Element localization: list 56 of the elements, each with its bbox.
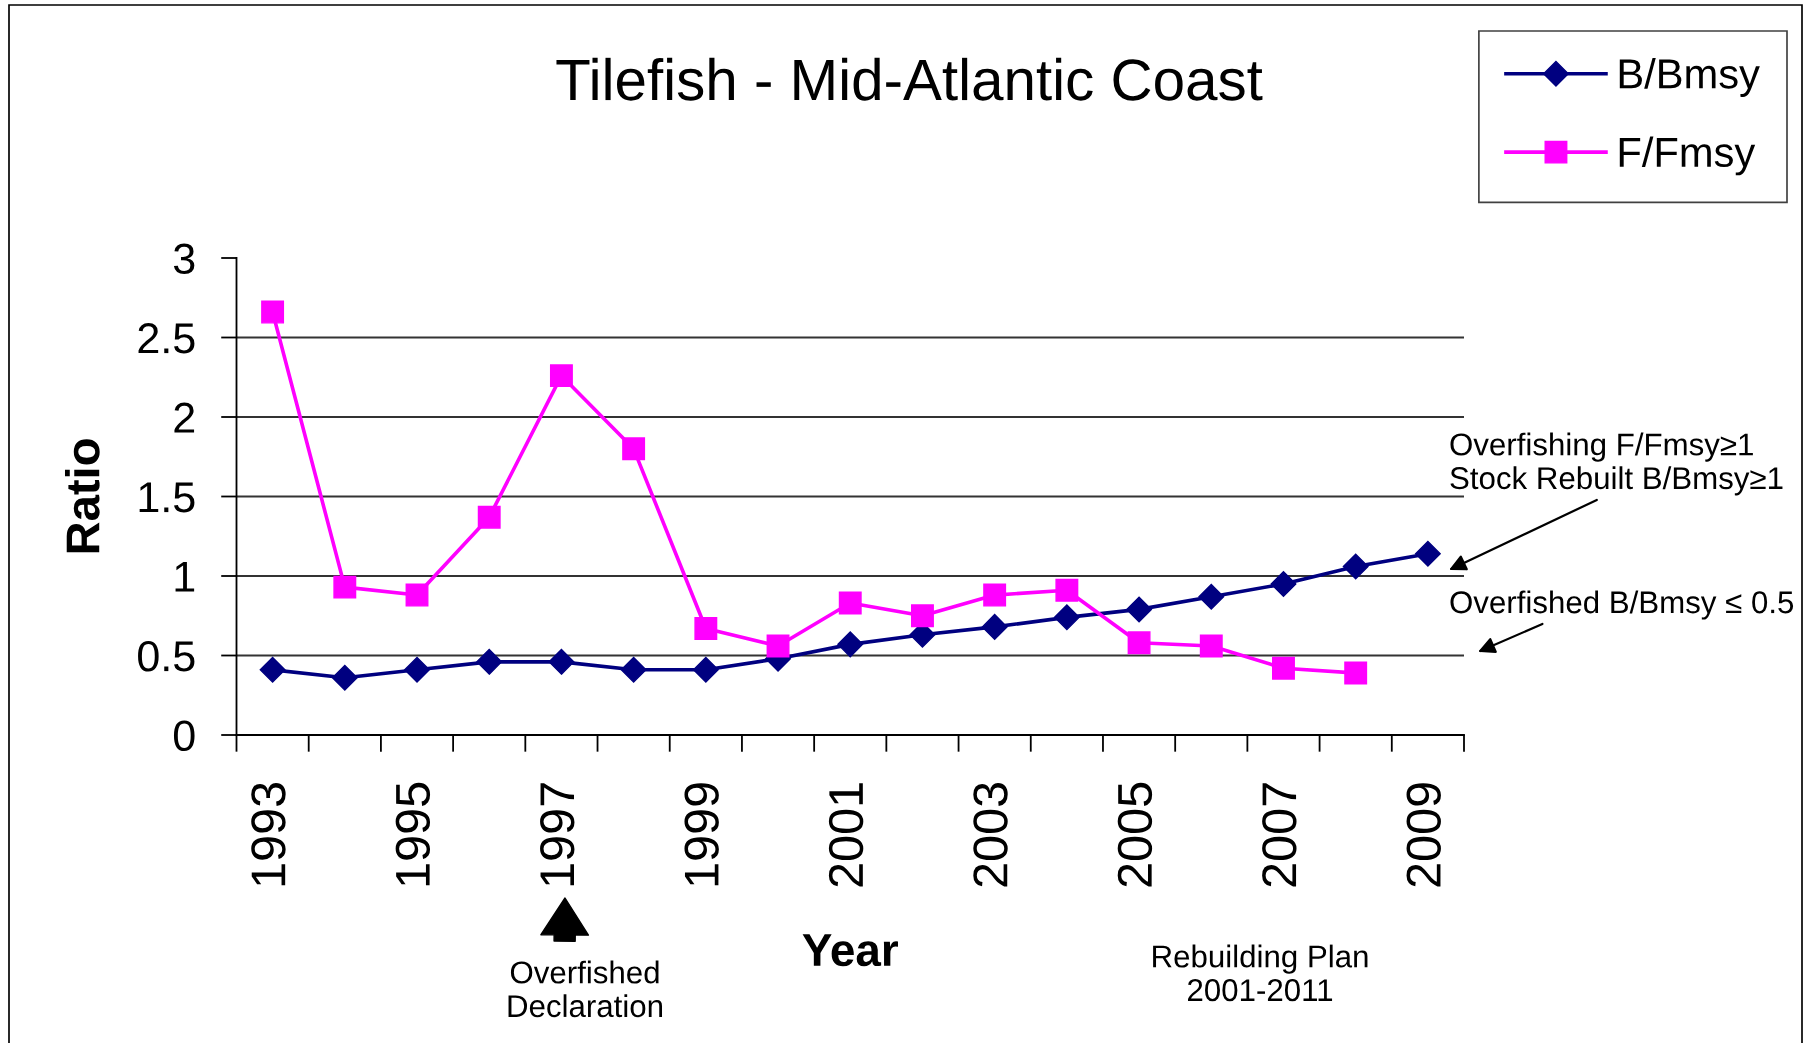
x-tick-label: 1997 <box>540 783 575 886</box>
x-tick-label: 2007 <box>1262 783 1297 887</box>
point <box>1414 540 1441 567</box>
point <box>766 634 790 658</box>
x-tick-label: 1995 <box>395 782 431 886</box>
point <box>477 505 501 529</box>
y-axis-title: Ratio <box>64 439 100 553</box>
point <box>1126 596 1153 623</box>
point <box>837 631 864 658</box>
point <box>1270 570 1297 597</box>
point <box>1053 604 1080 631</box>
point <box>259 656 286 683</box>
text: Rebuilding Plan 2001-2011 <box>1153 944 1368 1002</box>
x-tick-label: 2003 <box>973 782 1008 887</box>
point <box>983 583 1007 607</box>
point <box>549 364 573 388</box>
text: Overfished Declaration <box>508 960 663 1018</box>
point <box>1055 578 1079 602</box>
chart-title: Tilefish - Mid-Atlantic Coast <box>556 57 1263 101</box>
point <box>405 583 429 607</box>
x-axis-title: Year <box>802 934 898 967</box>
y-tick-label: 1 <box>175 561 195 592</box>
point <box>1344 661 1368 685</box>
y-tick-label: 0.5 <box>138 641 195 672</box>
y-tick-label: 2.5 <box>138 323 195 354</box>
point <box>261 300 285 324</box>
point <box>692 656 719 683</box>
point <box>981 613 1008 640</box>
point <box>1198 583 1225 610</box>
point <box>1199 634 1223 658</box>
y-tick-label: 0 <box>173 720 195 752</box>
x-tick-label: 1999 <box>684 783 719 886</box>
point <box>404 656 430 683</box>
y-tick-label: 1.5 <box>139 482 195 513</box>
x-tick-label: 2005 <box>1117 782 1153 887</box>
point <box>620 656 647 683</box>
point <box>910 604 934 628</box>
point <box>548 648 575 675</box>
y-tick-label: 3 <box>173 243 195 275</box>
point <box>331 664 358 691</box>
y-tick-label: 2 <box>174 402 195 433</box>
point <box>1272 656 1295 680</box>
point <box>838 591 862 615</box>
legend-label: B/Bmsy <box>1619 58 1760 97</box>
point <box>1127 631 1151 655</box>
annotation: Overfished B/Bmsy ≤ 0.5 <box>1450 590 1794 620</box>
point <box>476 648 503 675</box>
x-tick-label: 1993 <box>251 782 286 886</box>
legend-label: F/Fmsy <box>1619 136 1756 176</box>
x-tick-label: 2001 <box>828 783 864 887</box>
point <box>694 617 718 640</box>
x-tick-label: 2009 <box>1406 783 1441 887</box>
annotation: Overfishing F/Fmsy≥1 Stock Rebuilt B/Bmsy≥1 <box>1450 432 1783 496</box>
point <box>333 575 357 599</box>
point <box>622 437 646 461</box>
point <box>1342 553 1369 580</box>
